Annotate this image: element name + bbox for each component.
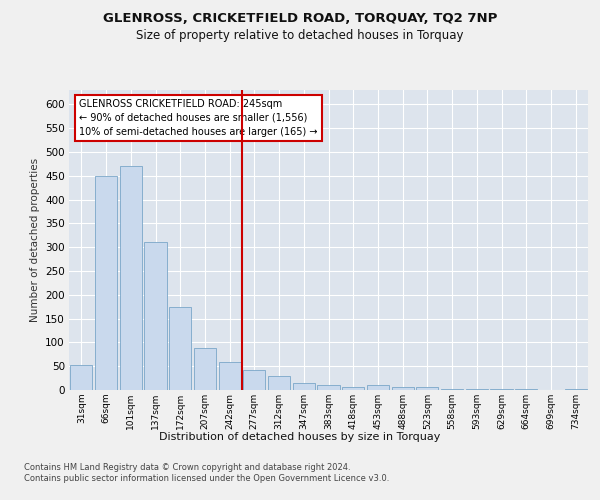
Bar [490,389,512,390]
Bar [169,306,191,390]
Bar [145,242,167,390]
Bar [119,166,142,390]
Bar [515,388,538,390]
Text: Distribution of detached houses by size in Torquay: Distribution of detached houses by size … [160,432,440,442]
Text: GLENROSS CRICKETFIELD ROAD: 245sqm
← 90% of detached houses are smaller (1,556)
: GLENROSS CRICKETFIELD ROAD: 245sqm ← 90%… [79,99,318,137]
Bar [95,176,117,390]
Bar [342,386,364,390]
Bar [466,389,488,390]
Text: Contains HM Land Registry data © Crown copyright and database right 2024.: Contains HM Land Registry data © Crown c… [24,462,350,471]
Bar [218,362,241,390]
Bar [194,348,216,390]
Text: GLENROSS, CRICKETFIELD ROAD, TORQUAY, TQ2 7NP: GLENROSS, CRICKETFIELD ROAD, TORQUAY, TQ… [103,12,497,26]
Bar [416,386,439,390]
Bar [392,387,414,390]
Bar [565,388,587,390]
Bar [70,365,92,390]
Bar [367,385,389,390]
Bar [243,370,265,390]
Bar [317,385,340,390]
Text: Size of property relative to detached houses in Torquay: Size of property relative to detached ho… [136,29,464,42]
Bar [268,376,290,390]
Text: Contains public sector information licensed under the Open Government Licence v3: Contains public sector information licen… [24,474,389,483]
Y-axis label: Number of detached properties: Number of detached properties [29,158,40,322]
Bar [293,383,315,390]
Bar [441,389,463,390]
